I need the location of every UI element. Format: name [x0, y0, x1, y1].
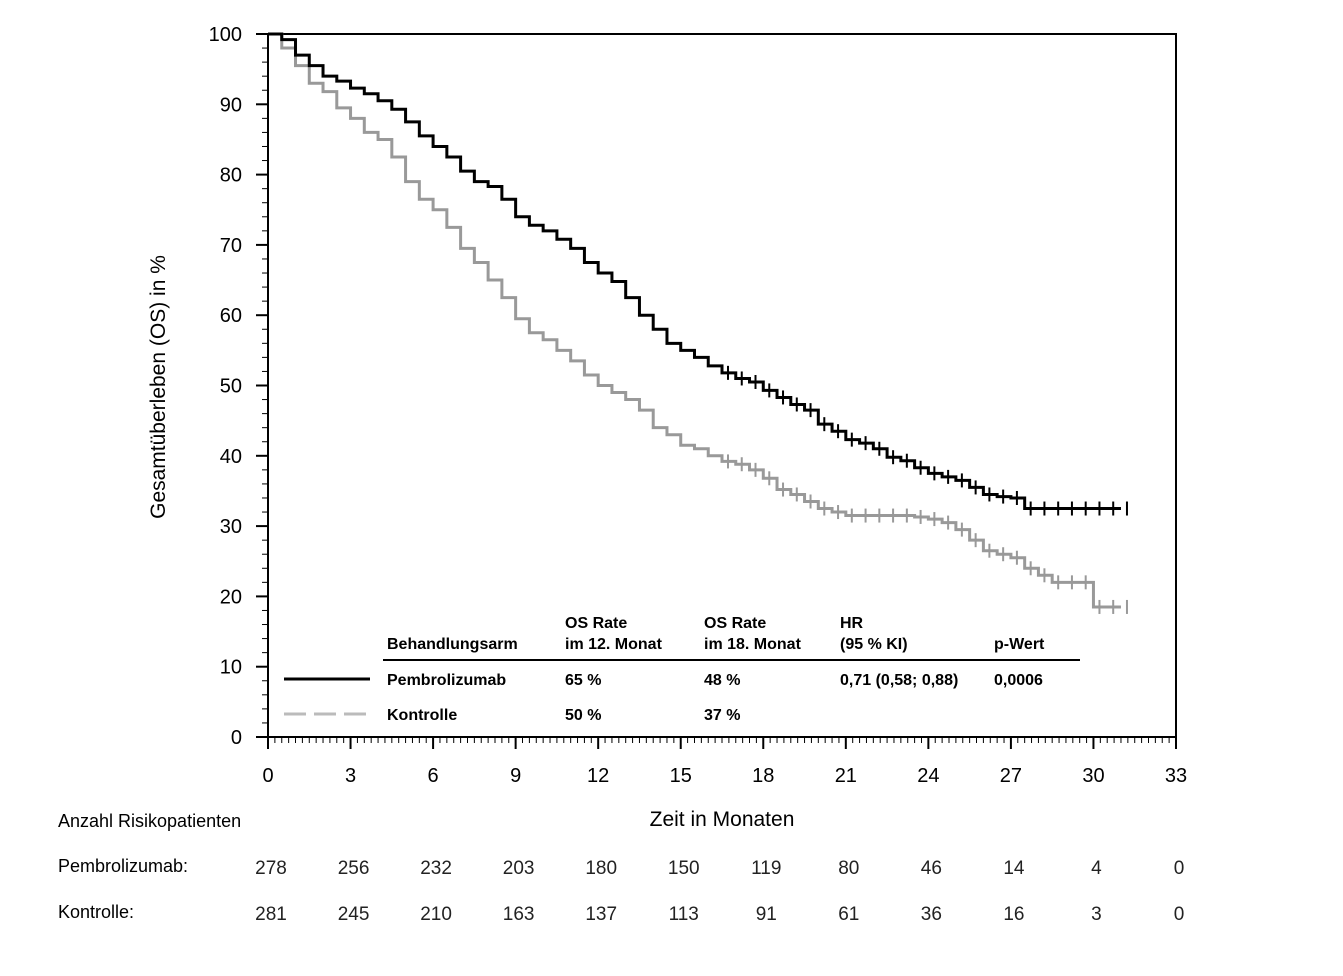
legend-header-os12-line2: im 12. Monat — [565, 636, 663, 653]
risk-value: 245 — [338, 904, 370, 925]
x-tick-label: 15 — [670, 765, 692, 787]
y-tick-label: 10 — [220, 657, 242, 679]
legend-header-p: p-Wert — [994, 636, 1045, 653]
x-tick-label: 12 — [587, 765, 609, 787]
legend-header-os18-line1: OS Rate — [704, 615, 766, 632]
risk-value: 46 — [921, 858, 942, 879]
x-tick-label: 3 — [345, 765, 356, 787]
legend-row-pembrolizumab-hr: 0,71 (0,58; 0,88) — [840, 672, 958, 689]
y-tick-label: 50 — [220, 376, 242, 398]
legend-row-kontrolle-os12: 50 % — [565, 707, 601, 724]
risk-value: 210 — [420, 904, 452, 925]
y-tick-label: 0 — [231, 727, 242, 749]
x-axis-title: Zeit in Monaten — [650, 808, 795, 831]
x-tick-label: 18 — [752, 765, 774, 787]
y-tick-label: 60 — [220, 305, 242, 327]
y-axis-title: Gesamtüberleben (OS) in % — [147, 255, 170, 519]
risk-value: 0 — [1174, 858, 1185, 879]
y-tick-label: 90 — [220, 94, 242, 116]
y-tick-label: 70 — [220, 235, 242, 257]
x-tick-label: 33 — [1165, 765, 1187, 787]
x-tick-label: 9 — [510, 765, 521, 787]
survival-curves — [268, 32, 1128, 614]
legend-header-arm: Behandlungsarm — [387, 636, 518, 653]
risk-value: 278 — [255, 858, 287, 879]
series-line-pembrolizumab — [268, 32, 1121, 511]
risk-value: 203 — [503, 858, 535, 879]
x-tick-label: 24 — [917, 765, 939, 787]
legend-header-os12-line1: OS Rate — [565, 615, 627, 632]
legend-header-hr-line2: (95 % KI) — [840, 636, 908, 653]
series-line-kontrolle — [268, 32, 1121, 609]
y-tick-label: 40 — [220, 446, 242, 468]
risk-value: 281 — [255, 904, 287, 925]
risk-value: 0 — [1174, 904, 1185, 925]
y-tick-label: 30 — [220, 516, 242, 538]
x-tick-label: 27 — [1000, 765, 1022, 787]
risk-row-label-pembrolizumab: Pembrolizumab: — [58, 856, 188, 876]
legend-header-hr-line1: HR — [840, 615, 864, 632]
x-axis: 0 3 6 9 12 15 18 21 24 27 30 33 — [262, 737, 1187, 787]
risk-value: 91 — [756, 904, 777, 925]
x-tick-label: 6 — [428, 765, 439, 787]
risk-value: 80 — [838, 858, 859, 879]
legend-row-pembrolizumab-arm: Pembrolizumab — [387, 672, 506, 689]
risk-value: 256 — [338, 858, 370, 879]
legend-header-os18-line2: im 18. Monat — [704, 636, 802, 653]
risk-value: 16 — [1003, 904, 1024, 925]
risk-value: 137 — [585, 904, 617, 925]
risk-value: 4 — [1091, 858, 1102, 879]
legend-row-pembrolizumab-os18: 48 % — [704, 672, 740, 689]
legend-row-kontrolle-arm: Kontrolle — [387, 707, 457, 724]
y-tick-label: 80 — [220, 165, 242, 187]
risk-value: 14 — [1003, 858, 1025, 879]
x-tick-label: 21 — [835, 765, 857, 787]
risk-value: 180 — [585, 858, 617, 879]
risk-value: 3 — [1091, 904, 1102, 925]
legend-table: Behandlungsarm OS Rate im 12. Monat OS R… — [284, 615, 1080, 724]
x-tick-label: 0 — [262, 765, 273, 787]
legend-row-pembrolizumab-os12: 65 % — [565, 672, 601, 689]
y-tick-label: 20 — [220, 586, 242, 608]
risk-value: 36 — [921, 904, 942, 925]
risk-row-label-kontrolle: Kontrolle: — [58, 902, 134, 922]
y-axis: 0 10 20 30 40 50 60 70 80 90 100 — [209, 24, 268, 749]
risk-value: 163 — [503, 904, 535, 925]
risk-value: 119 — [751, 858, 781, 879]
risk-table: Anzahl Risikopatienten Pembrolizumab: Ko… — [58, 811, 1184, 925]
risk-value: 61 — [838, 904, 859, 925]
risk-value: 232 — [420, 858, 452, 879]
legend-row-kontrolle-os18: 37 % — [704, 707, 740, 724]
legend-row-pembrolizumab-p: 0,0006 — [994, 672, 1043, 689]
x-tick-label: 30 — [1082, 765, 1104, 787]
y-tick-label: 100 — [209, 24, 242, 46]
risk-table-title: Anzahl Risikopatienten — [58, 811, 241, 831]
risk-value: 113 — [669, 904, 699, 925]
risk-value: 150 — [668, 858, 700, 879]
